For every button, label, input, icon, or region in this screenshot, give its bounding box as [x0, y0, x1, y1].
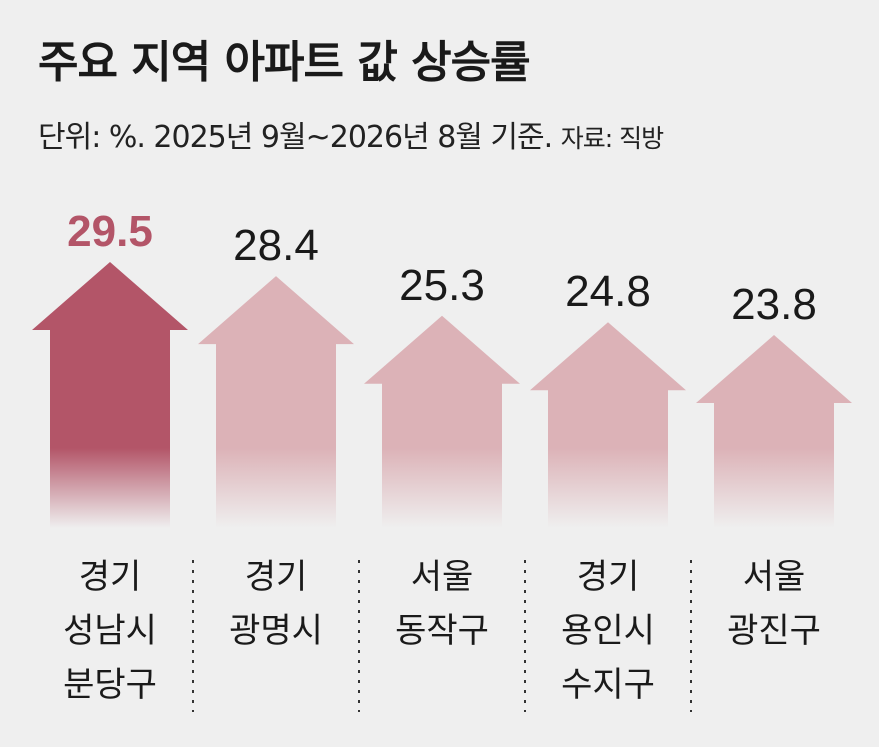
- unit-period-note: 단위: %. 2025년 9월~2026년 8월 기준.: [38, 120, 553, 155]
- category-label-1-line-1: 경기: [79, 557, 142, 597]
- value-label-3: 25.3: [399, 261, 485, 310]
- category-label-2-line-2: 광명시: [229, 611, 323, 651]
- category-label-4-line-1: 경기: [577, 557, 640, 597]
- category-label-5-line-1: 서울: [743, 557, 806, 597]
- chart-subtitle: 단위: %. 2025년 9월~2026년 8월 기준. 자료: 직방: [38, 112, 664, 156]
- value-label-5: 23.8: [731, 280, 817, 329]
- value-label-1: 29.5: [67, 207, 153, 256]
- source-note: 자료: 직방: [560, 124, 664, 153]
- chart-title: 주요 지역 아파트 값 상승률: [38, 37, 531, 88]
- category-label-4-line-3: 수지구: [561, 665, 655, 705]
- category-label-4-line-2: 용인시: [561, 611, 655, 651]
- category-label-3-line-1: 서울: [411, 557, 474, 597]
- category-label-2-line-1: 경기: [245, 557, 308, 597]
- arrow-bar-5: [696, 335, 852, 528]
- arrow-bar-2: [198, 276, 354, 528]
- arrow-bar-1: [32, 262, 188, 528]
- arrow-bar-3: [364, 315, 520, 528]
- value-label-4: 24.8: [565, 267, 651, 316]
- category-label-1-line-3: 분당구: [63, 665, 157, 705]
- category-label-1-line-2: 성남시: [63, 611, 157, 651]
- category-label-5-line-2: 광진구: [727, 611, 821, 651]
- value-label-2: 28.4: [233, 221, 319, 270]
- category-label-3-line-2: 동작구: [395, 611, 489, 651]
- arrow-bar-4: [530, 322, 686, 528]
